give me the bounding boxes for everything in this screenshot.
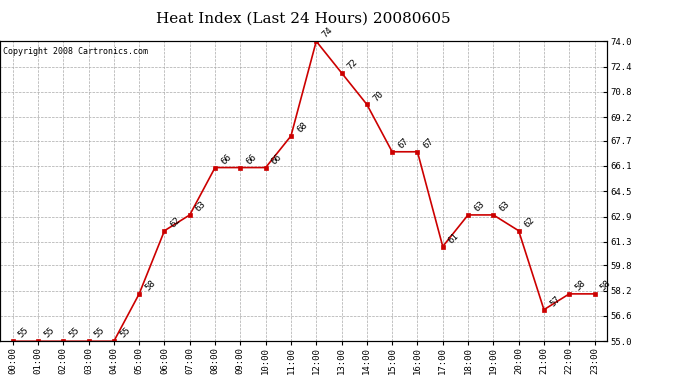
Text: 55: 55 <box>17 326 31 340</box>
Text: 66: 66 <box>270 152 284 166</box>
Text: 68: 68 <box>295 121 309 135</box>
Text: 57: 57 <box>548 294 562 308</box>
Text: 58: 58 <box>599 279 613 292</box>
Text: 55: 55 <box>118 326 132 340</box>
Text: 55: 55 <box>68 326 81 340</box>
Text: Copyright 2008 Cartronics.com: Copyright 2008 Cartronics.com <box>3 47 148 56</box>
Text: 55: 55 <box>92 326 107 340</box>
Text: 74: 74 <box>320 26 335 40</box>
Text: 55: 55 <box>42 326 56 340</box>
Text: 62: 62 <box>168 215 183 229</box>
Text: 72: 72 <box>346 57 359 72</box>
Text: 61: 61 <box>447 231 461 245</box>
Text: 66: 66 <box>244 152 259 166</box>
Text: 70: 70 <box>371 89 385 103</box>
Text: 58: 58 <box>144 279 157 292</box>
Text: 58: 58 <box>573 279 587 292</box>
Text: Heat Index (Last 24 Hours) 20080605: Heat Index (Last 24 Hours) 20080605 <box>157 11 451 25</box>
Text: 63: 63 <box>472 200 486 213</box>
Text: 66: 66 <box>219 152 233 166</box>
Text: 67: 67 <box>396 136 411 150</box>
Text: 63: 63 <box>497 200 511 213</box>
Text: 63: 63 <box>194 200 208 213</box>
Text: 67: 67 <box>422 136 435 150</box>
Text: 62: 62 <box>523 215 537 229</box>
